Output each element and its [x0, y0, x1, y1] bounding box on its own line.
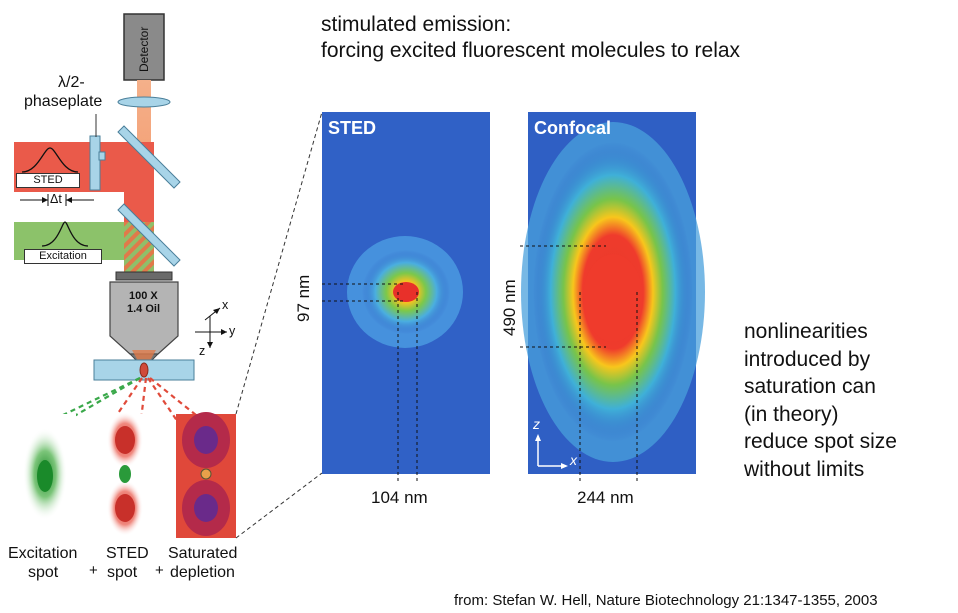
- phaseplate-notch: [98, 151, 106, 161]
- sted-image-panel: [322, 112, 490, 474]
- confocal-axis-z: z: [533, 416, 540, 432]
- confocal-width-label: 244 nm: [577, 488, 634, 507]
- objective-top: [115, 271, 173, 281]
- objective-label-2: 1.4 Oil: [127, 303, 161, 315]
- heading-line-1: stimulated emission:: [321, 13, 512, 36]
- side-note-line: without limits: [744, 457, 865, 481]
- side-note-line: nonlinearities: [744, 320, 868, 343]
- confocal-panel-title: Confocal: [534, 118, 612, 138]
- saturated-label-2: depletion: [170, 564, 235, 581]
- citation: from: Stefan W. Hell, Nature Biotechnolo…: [454, 592, 878, 609]
- detector-box: [123, 13, 165, 81]
- saturated-label-1: Saturated: [168, 545, 238, 562]
- confocal-image-panel: [521, 112, 705, 474]
- sted-spot-label-2: spot: [107, 564, 138, 581]
- tube-lens: [117, 96, 171, 108]
- side-note-line: (in theory): [744, 402, 839, 426]
- axis-z-label: z: [199, 344, 206, 358]
- focal-cone: [132, 350, 156, 368]
- side-note: nonlinearities introduced by saturation …: [744, 318, 897, 483]
- phaseplate-label-2: phaseplate: [24, 93, 103, 110]
- side-note-line: introduced by: [744, 347, 871, 371]
- confocal-height-label: 490 nm: [500, 279, 519, 336]
- detector-label: Detector: [137, 26, 151, 72]
- dichroic-mirror-2: [117, 203, 181, 267]
- excitation-pulse-icon: [41, 221, 89, 247]
- sted-spot-image: [94, 412, 156, 538]
- dichroic-mirror-1: [117, 125, 181, 189]
- sted-spot-label-1: STED: [106, 545, 149, 562]
- sted-pulse-icon: [21, 147, 79, 173]
- confocal-axis-x: x: [570, 452, 577, 468]
- objective-label-1: 100 X: [129, 290, 158, 302]
- plus-sign: +: [89, 562, 98, 579]
- sted-beam-label: STED: [16, 173, 80, 188]
- excitation-beam-label: Excitation: [24, 249, 102, 264]
- excitation-spot-label-1: Excitation: [8, 545, 78, 562]
- sted-height-label: 97 nm: [294, 274, 313, 322]
- sted-width-label: 104 nm: [371, 488, 428, 507]
- saturated-depletion-image: [176, 412, 236, 538]
- side-note-line: reduce spot size: [744, 430, 897, 453]
- excitation-spot-label-2: spot: [28, 564, 59, 581]
- side-note-line: saturation can: [744, 375, 876, 398]
- delta-t-label: Δt: [50, 192, 62, 206]
- axis-x-label: x: [222, 298, 229, 312]
- heading-line-2: forcing excited fluorescent molecules to…: [321, 39, 741, 62]
- plus-sign: +: [155, 562, 164, 579]
- axis-y-label: y: [229, 324, 236, 338]
- sted-panel-title: STED: [328, 118, 377, 138]
- phaseplate: [89, 135, 101, 191]
- phaseplate-label-1: λ/2-: [58, 74, 85, 91]
- excitation-spot-image: [18, 414, 76, 538]
